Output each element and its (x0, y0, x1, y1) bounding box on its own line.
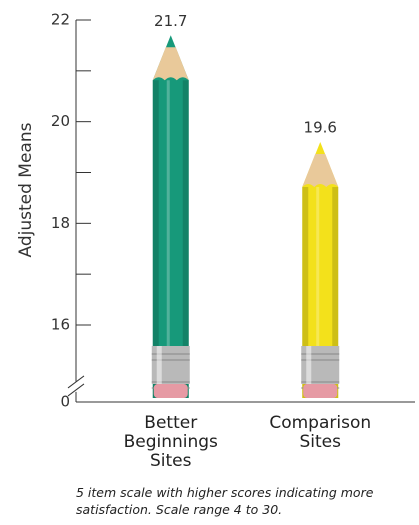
value-label: 21.7 (154, 12, 187, 30)
y-tick-label: 20 (51, 112, 70, 130)
pencil-eraser (303, 384, 338, 398)
y-tick-label: 22 (51, 11, 70, 29)
pencil (301, 142, 340, 398)
ferrule-shine (156, 346, 162, 384)
bar (152, 35, 189, 398)
footnote: 5 item scale with higher scores indicati… (76, 485, 374, 517)
y-tick-label: 16 (51, 316, 70, 334)
pencil-wood (152, 47, 189, 81)
pencil-shade (302, 187, 309, 398)
x-tick-label: Better Beginnings Sites (123, 413, 218, 471)
bar (302, 142, 339, 398)
pencil-wood (302, 154, 339, 187)
pencil-shade (182, 80, 189, 398)
axis-break (67, 383, 85, 397)
pencil-eraser (153, 384, 188, 398)
y-tick-label: 18 (51, 214, 70, 232)
value-label: 19.6 (304, 119, 337, 137)
chart: Adjusted Means 0 16 18 20 22 21.7 19.6 (16, 11, 415, 411)
y-axis-label: Adjusted Means (16, 122, 36, 257)
ferrule-shine (306, 346, 312, 384)
pencil-highlight (316, 187, 320, 398)
x-tick-label: Comparison Sites (269, 413, 372, 452)
pencil-highlight (166, 80, 170, 398)
pencil-shade (332, 187, 339, 398)
y-tick-label: 0 (60, 393, 70, 411)
pencil (151, 35, 190, 398)
axis-break (67, 375, 85, 389)
pencil-shade (152, 80, 159, 398)
